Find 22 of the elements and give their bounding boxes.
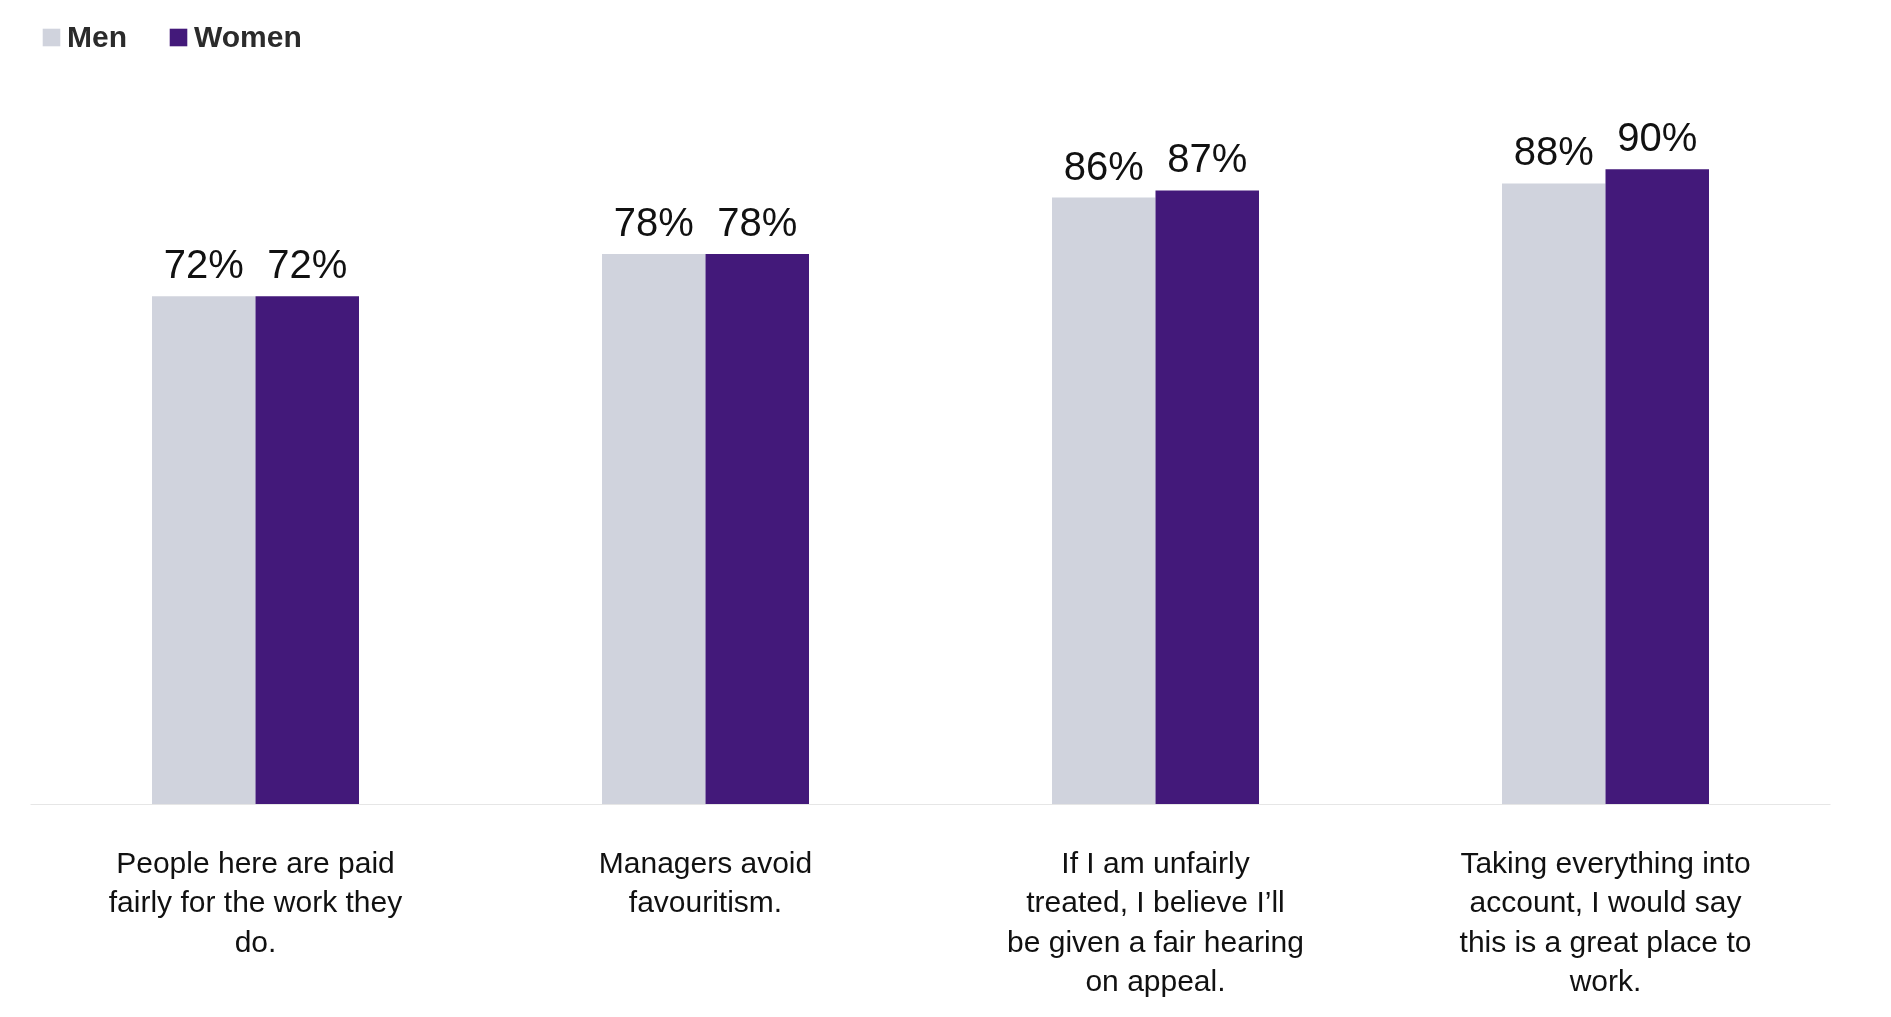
bar (1605, 169, 1709, 805)
bar (1502, 183, 1606, 805)
legend-label: Men (67, 20, 127, 54)
bar (255, 296, 359, 805)
data-label: 78% (717, 199, 798, 244)
bar (1155, 190, 1259, 805)
data-label: 78% (613, 199, 694, 244)
data-label: 90% (1617, 115, 1698, 160)
x-tick-label: People here are paid fairly for the work they do. (108, 845, 403, 958)
bar (152, 296, 256, 805)
x-tick-label: Managers avoid favouritism. (598, 845, 813, 919)
data-label: 72% (163, 242, 244, 287)
data-label: 88% (1513, 129, 1594, 174)
bar (705, 253, 809, 805)
x-tick-label: Taking everything into account, I would say this is a great place to work. (1459, 845, 1752, 998)
x-tick-label: If I am unfairly treated, I believe I’ll be given a fair hearing on appeal. (1007, 845, 1304, 998)
legend-label: Women (194, 20, 302, 54)
data-label: 72% (267, 242, 348, 287)
bar (1052, 197, 1156, 805)
data-label: 86% (1063, 143, 1144, 188)
bar (602, 253, 706, 805)
data-label: 87% (1167, 136, 1248, 181)
